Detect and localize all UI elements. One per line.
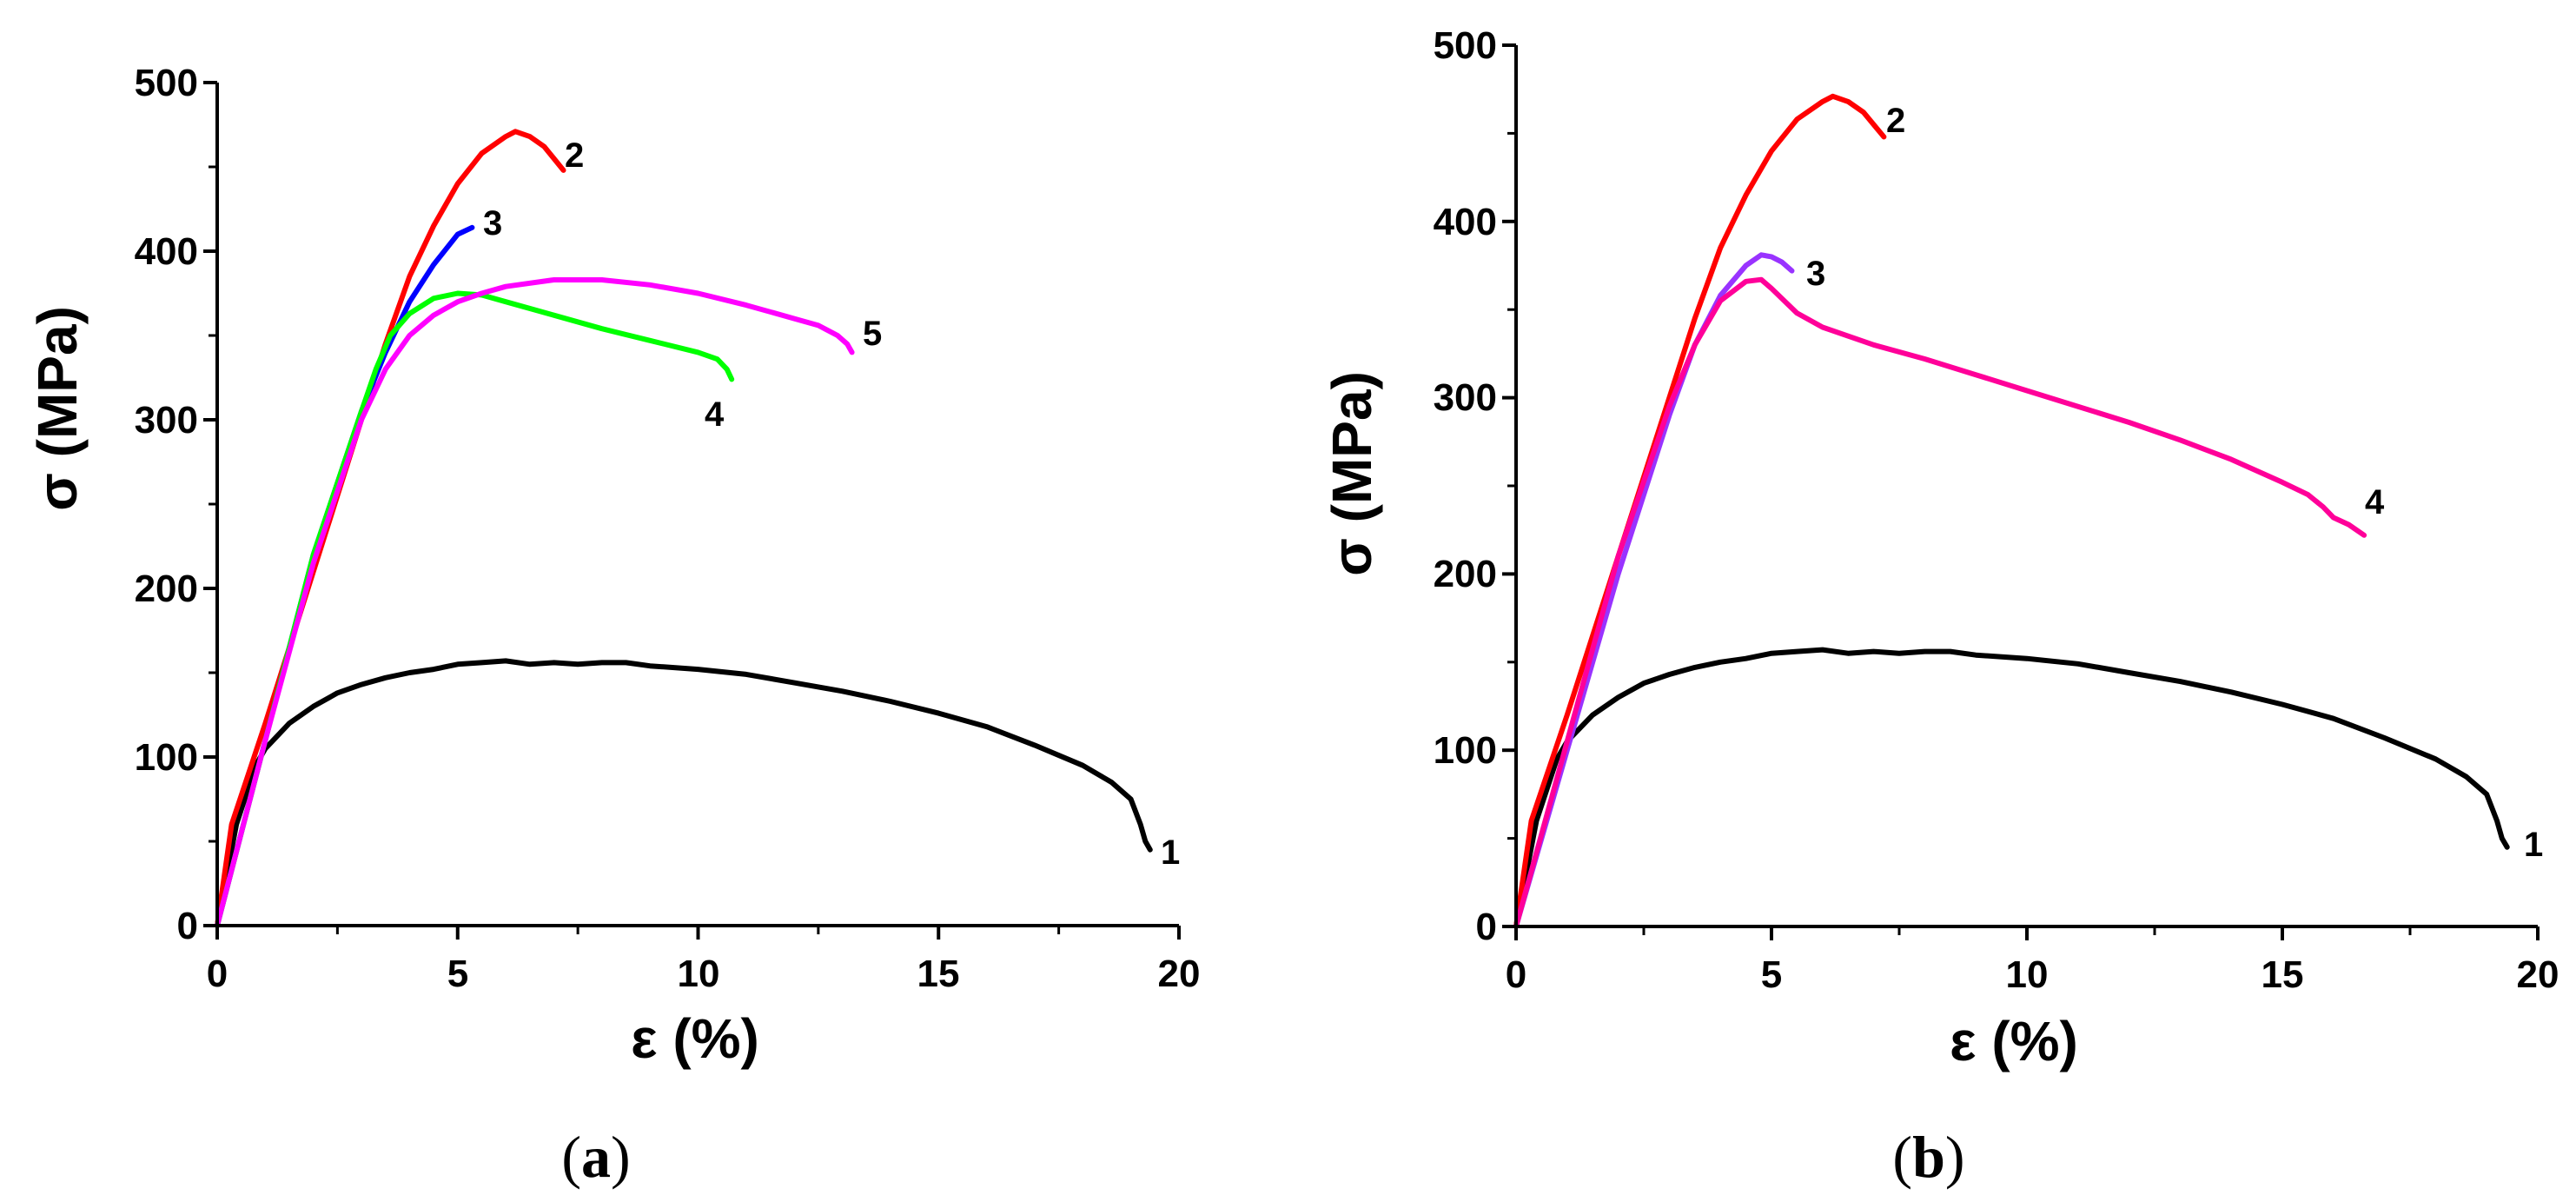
plot-a-x-tick-label: 5 [447,953,468,995]
plot-b-series-1-line [1513,647,2510,929]
plot-b-y-tick-label: 500 [1434,24,1497,67]
plot-b-y-axis-title: σ (MPa) [1321,371,1383,576]
plot-b-y-tick-label: 0 [1476,906,1497,948]
plot-b-series-label-1: 1 [2524,826,2543,864]
plot-a-axes [203,81,1181,940]
plot-b-x-tick-label: 0 [1506,953,1526,996]
plot-b-y-tick-labels: 0 100 200 300 400 500 [1434,24,1497,948]
plot-b-series-label-2: 2 [1886,102,1905,140]
plot-b-curves [1513,93,2510,929]
plot-a-x-tick-labels: 0 5 10 15 20 [207,953,1201,995]
plot-b-x-tick-label: 15 [2261,953,2304,996]
plot-a-x-tick-label: 15 [917,953,960,995]
plot-a-y-tick-labels: 0 100 200 300 400 500 [135,62,198,947]
plot-a-y-tick-label: 200 [135,568,198,610]
plot-a-series-1-line [215,658,1153,928]
plot-a-series-3-line [215,224,475,928]
plot-b-x-tick-label: 5 [1761,953,1782,996]
plot-a-series-label-2: 2 [565,136,584,175]
plot-a-y-tick-label: 100 [135,736,198,779]
plot-a-x-tick-label: 20 [1158,953,1201,995]
plot-a-x-tick-label: 0 [207,953,228,995]
plot-a-series-label-3: 3 [483,204,502,242]
plot-b-y-tick-label: 200 [1434,553,1497,595]
plot-a-series-labels: 1 2 3 4 5 [483,136,1180,872]
plot-a-ticks [203,81,1181,940]
plot-a-series-2-line [215,129,566,928]
plot-b-series-label-3: 3 [1806,255,1825,293]
plot-b-axes [1502,43,2540,940]
plot-b-x-tick-label: 20 [2517,953,2559,996]
plot-b-ticks [1502,43,2540,940]
plot-a-curves [215,129,1153,928]
plot-a-series-label-4: 4 [705,395,725,434]
plot-a-y-tick-label: 500 [135,62,198,104]
plot-b-x-tick-label: 10 [2006,953,2049,996]
plot-a-y-tick-label: 0 [177,905,198,947]
chart-panel-b: 0 100 200 300 400 500 0 5 10 15 20 ε (%)… [1321,24,2559,1190]
plot-b-series-label-4: 4 [2365,483,2385,521]
plot-b-series-labels: 1 2 3 4 [1806,102,2543,864]
plot-b-y-tick-label: 100 [1434,729,1497,772]
plot-a-series-5-line [215,277,855,928]
plot-a-y-axis-title: σ (MPa) [26,306,89,511]
plot-b-x-axis-title: ε (%) [1950,1010,2078,1073]
plot-b-series-2-line [1513,93,1887,929]
plot-a-x-axis-title: ε (%) [631,1007,759,1070]
plot-b-y-tick-label: 400 [1434,201,1497,243]
plot-a-series-label-5: 5 [863,315,882,353]
plot-b-y-tick-label: 300 [1434,376,1497,419]
chart-panel-a: 0 100 200 300 400 500 0 5 10 15 20 ε (%)… [26,62,1200,1190]
plot-a-y-tick-label: 300 [135,399,198,442]
plot-a-x-tick-label: 10 [678,953,720,995]
plot-b-series-4-line [1513,276,2367,929]
plot-a-series-4-line [215,290,735,928]
panel-a-caption: (a) [561,1124,630,1190]
plot-b-series-3-line [1513,252,1795,929]
plot-a-series-label-1: 1 [1161,833,1180,872]
panel-b-caption: (b) [1892,1124,1964,1190]
plot-a-y-tick-label: 400 [135,230,198,273]
plot-b-x-tick-labels: 0 5 10 15 20 [1506,953,2559,996]
